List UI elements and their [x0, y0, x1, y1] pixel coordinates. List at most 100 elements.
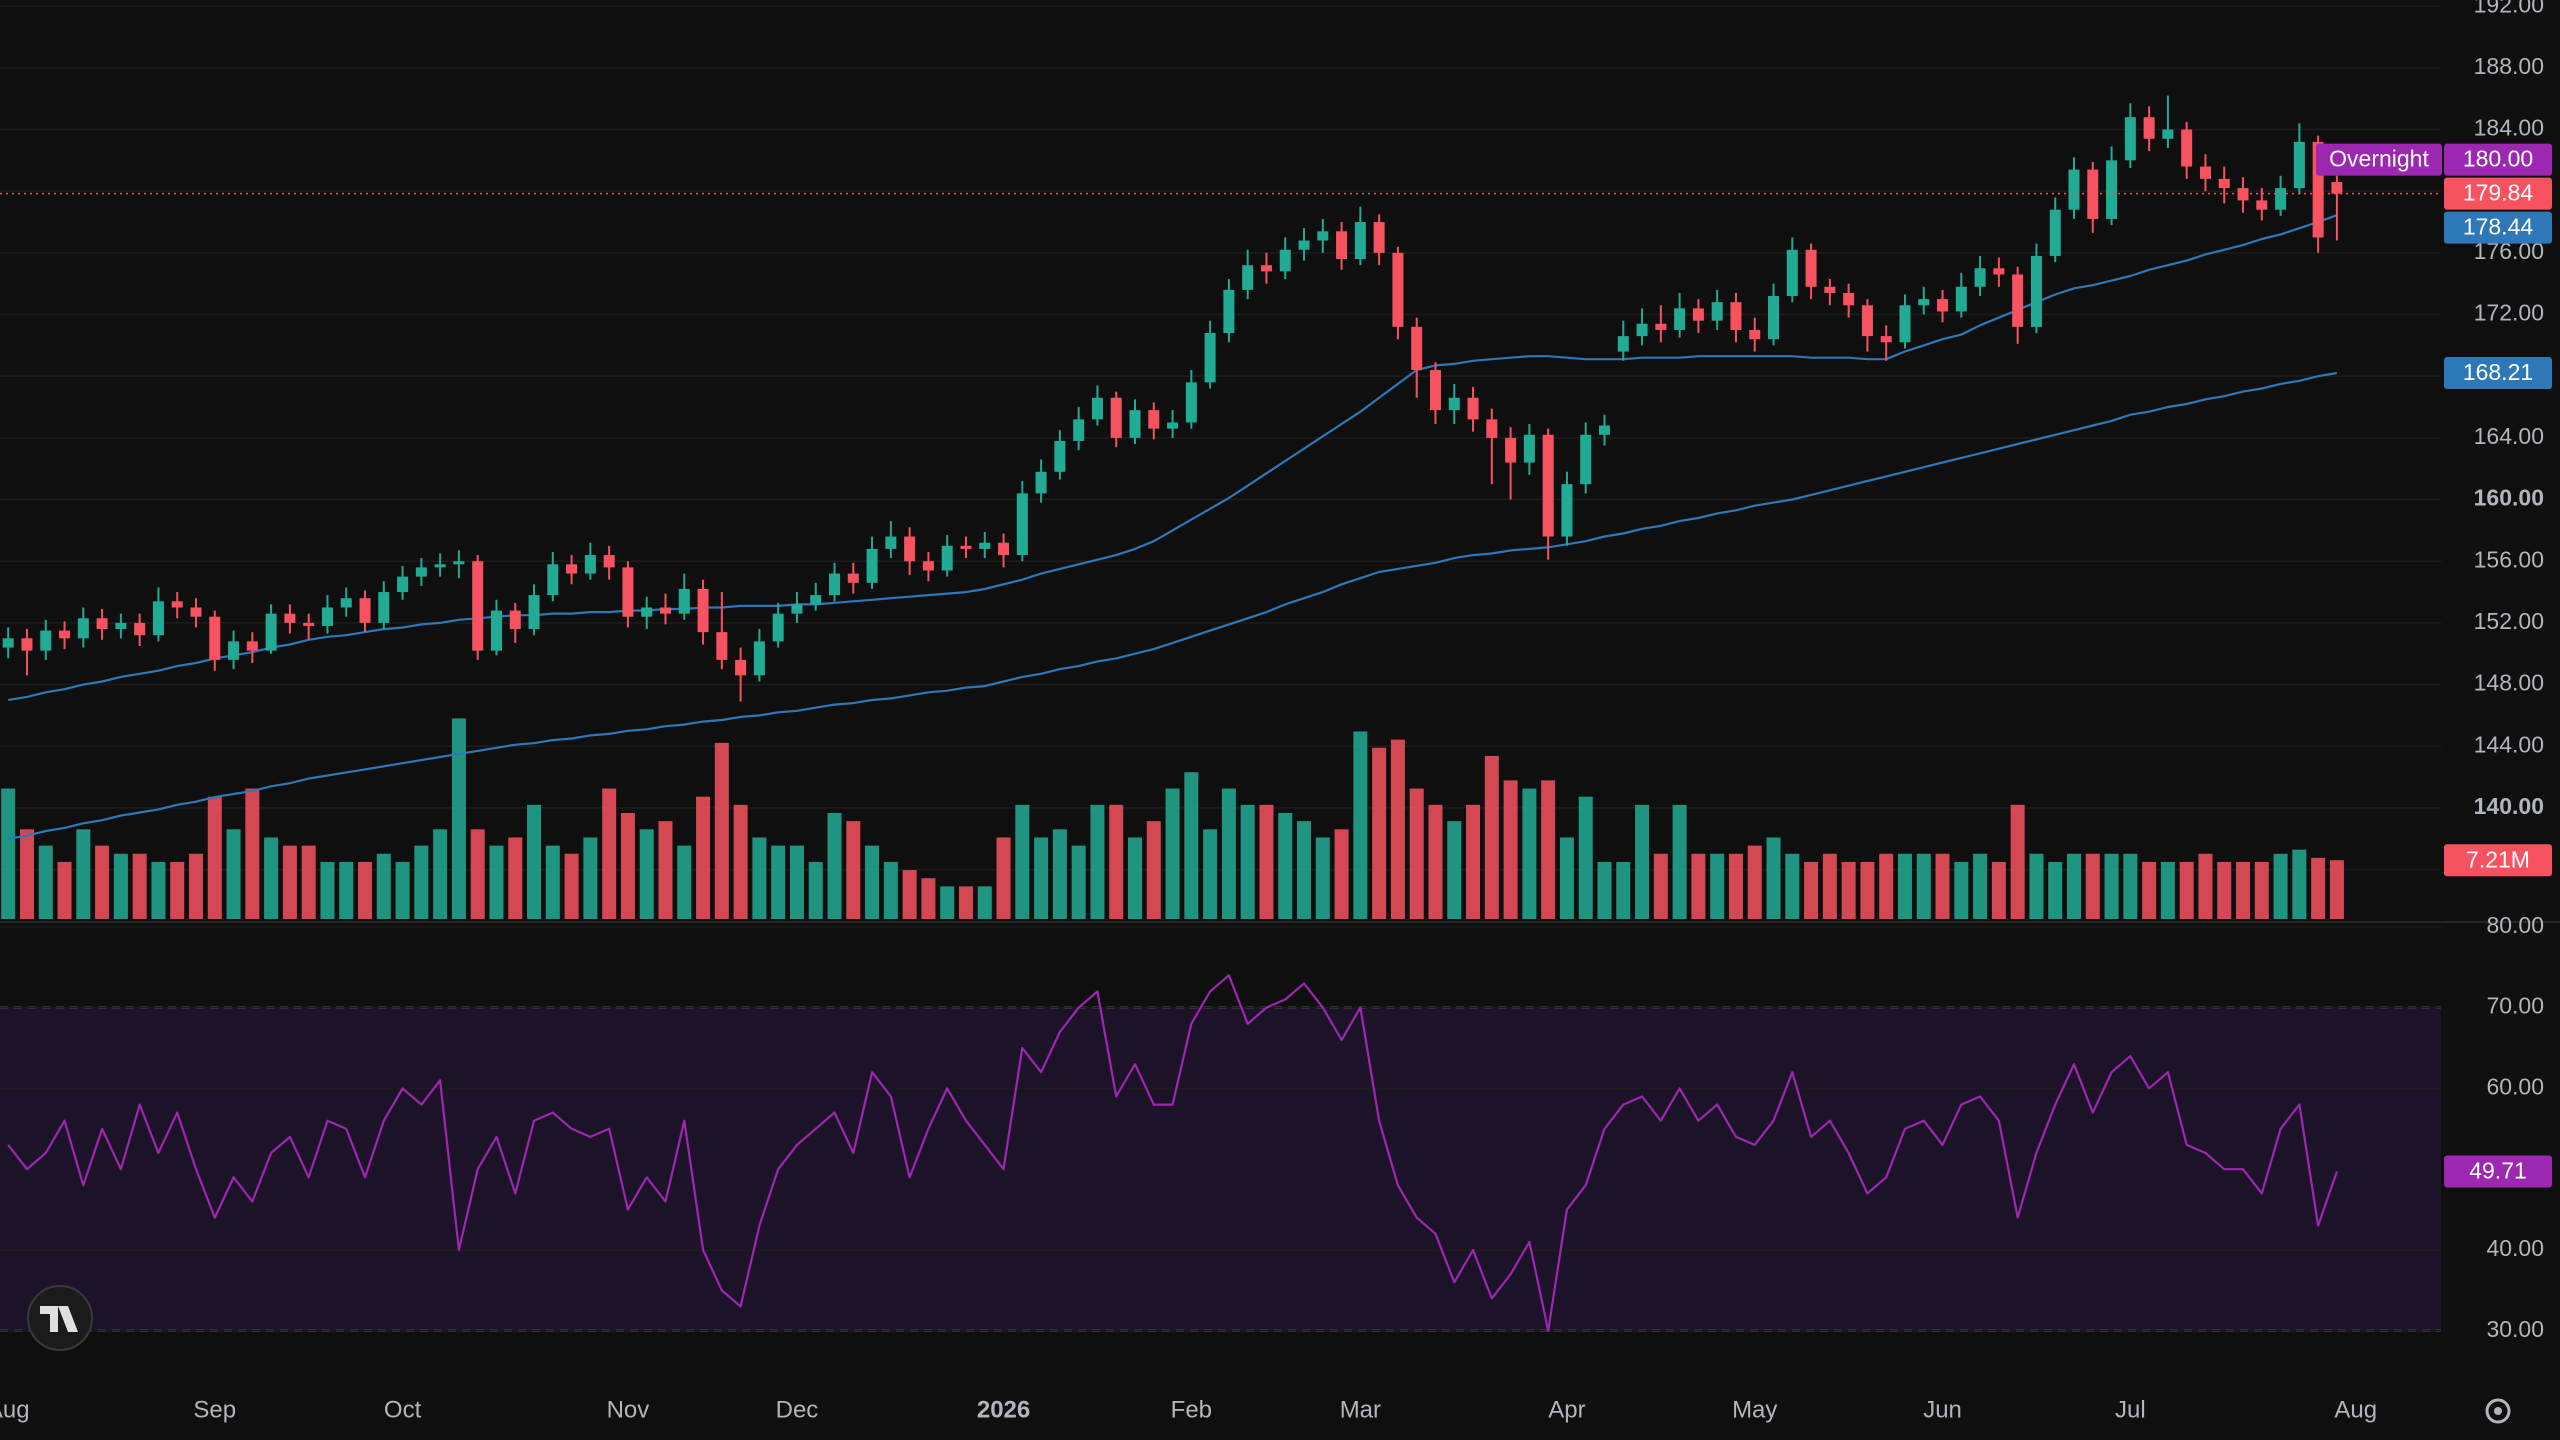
- x-tick-label: Nov: [607, 1396, 650, 1423]
- volume-bar: [921, 878, 936, 919]
- volume-bar: [658, 821, 673, 919]
- candle-body: [1843, 292, 1855, 306]
- volume-bar: [301, 845, 316, 919]
- volume-bar: [2029, 853, 2044, 919]
- volume-bar: [151, 861, 166, 919]
- logo[interactable]: [27, 1285, 93, 1351]
- candle-body: [359, 598, 371, 623]
- volume-bar: [2311, 857, 2326, 919]
- volume-bar: [2010, 804, 2025, 919]
- y-tick-label: 184.00: [2474, 115, 2544, 141]
- candle-body: [960, 545, 972, 549]
- volume-bar: [1879, 853, 1894, 919]
- volume-bar: [1428, 804, 1443, 919]
- volume-bar: [2123, 853, 2138, 919]
- volume-bar: [1052, 829, 1067, 919]
- candle-body: [2293, 141, 2305, 189]
- candle-body: [1486, 419, 1498, 438]
- volume-bar: [2254, 861, 2269, 919]
- candle-body: [284, 613, 296, 623]
- candle-body: [434, 564, 446, 568]
- ma-label-box: [2444, 356, 2552, 389]
- rsi-band: [0, 1007, 2441, 1331]
- settings-icon[interactable]: [2485, 1398, 2511, 1424]
- volume-bar: [2179, 861, 2194, 919]
- volume-bar: [1390, 739, 1405, 919]
- y-tick-label: 60.00: [2486, 1073, 2544, 1099]
- overnight-price-label-box: [2444, 143, 2552, 176]
- ma-label: 178.44: [2463, 214, 2534, 240]
- volume-bar: [1034, 837, 1049, 919]
- candle-body: [321, 607, 333, 626]
- volume-bar: [1278, 813, 1293, 919]
- volume-bar: [883, 861, 898, 919]
- volume-bar: [1710, 853, 1725, 919]
- y-tick-label: 30.00: [2486, 1316, 2544, 1342]
- candle-body: [59, 630, 71, 639]
- volume-bar: [2142, 861, 2157, 919]
- y-tick-label: 172.00: [2474, 300, 2544, 326]
- volume-bar: [1353, 731, 1368, 919]
- volume-bar: [996, 837, 1011, 919]
- candle-body: [2049, 209, 2061, 256]
- x-tick-label: Apr: [1548, 1396, 1585, 1423]
- volume-bar: [2329, 860, 2344, 919]
- candle-body: [1448, 397, 1460, 411]
- volume-bar: [320, 861, 335, 919]
- moving-average-line: [8, 214, 2338, 702]
- volume-bar: [1015, 804, 1030, 919]
- volume-bar: [245, 788, 260, 919]
- volume-bar: [1522, 788, 1537, 919]
- candle-body: [885, 536, 897, 549]
- candle-body: [1373, 222, 1385, 253]
- volume-bar: [2048, 861, 2063, 919]
- volume-bar: [2160, 861, 2175, 919]
- candle-body: [134, 622, 146, 636]
- volume-bar: [1653, 853, 1668, 919]
- candle-body: [716, 632, 728, 660]
- candle-body: [1523, 434, 1535, 463]
- candle-body: [904, 536, 916, 562]
- volume-bar: [2104, 853, 2119, 919]
- candle-body: [584, 555, 596, 574]
- rsi-line: [7, 974, 2338, 1332]
- candle-body: [1204, 333, 1216, 383]
- volume-bar: [1841, 861, 1856, 919]
- x-tick-label: Dec: [776, 1396, 819, 1423]
- rsi-label-box: [2444, 1155, 2552, 1188]
- volume-bar: [414, 845, 429, 919]
- y-tick-label: 148.00: [2474, 670, 2544, 696]
- volume-bar: [1128, 837, 1142, 919]
- volume-bar: [376, 853, 391, 919]
- candle-body: [1711, 302, 1723, 321]
- candle-body: [1429, 370, 1441, 411]
- volume-bar: [1860, 861, 1875, 919]
- candle-body: [847, 573, 859, 583]
- volume-bar: [1897, 853, 1912, 919]
- candle-body: [1148, 410, 1160, 429]
- volume-bar: [1372, 747, 1387, 919]
- overnight-tag-label: Overnight: [2329, 146, 2429, 172]
- candle-body: [1091, 397, 1103, 420]
- candle-body: [1129, 410, 1141, 438]
- candle-body: [1768, 296, 1780, 340]
- candle-body: [2068, 169, 2080, 210]
- candle-body: [1073, 419, 1085, 441]
- volume-bar: [113, 853, 128, 919]
- candle-body: [772, 613, 784, 642]
- candle-body: [678, 588, 690, 614]
- candle-body: [2, 638, 14, 648]
- candle-body: [1749, 329, 1761, 340]
- volume-bar: [714, 742, 729, 919]
- volume-bar: [696, 796, 711, 919]
- candle-body: [490, 610, 502, 651]
- logo-mark: [40, 1306, 78, 1332]
- x-tick-label: Aug: [0, 1396, 30, 1423]
- volume-bar: [170, 861, 185, 919]
- last-price-label-box: [2444, 177, 2552, 210]
- candle-body: [96, 618, 108, 630]
- volume-bar: [620, 813, 635, 919]
- candle-body: [1824, 286, 1836, 293]
- volume-bar: [2273, 853, 2288, 919]
- volume-bar: [583, 837, 598, 919]
